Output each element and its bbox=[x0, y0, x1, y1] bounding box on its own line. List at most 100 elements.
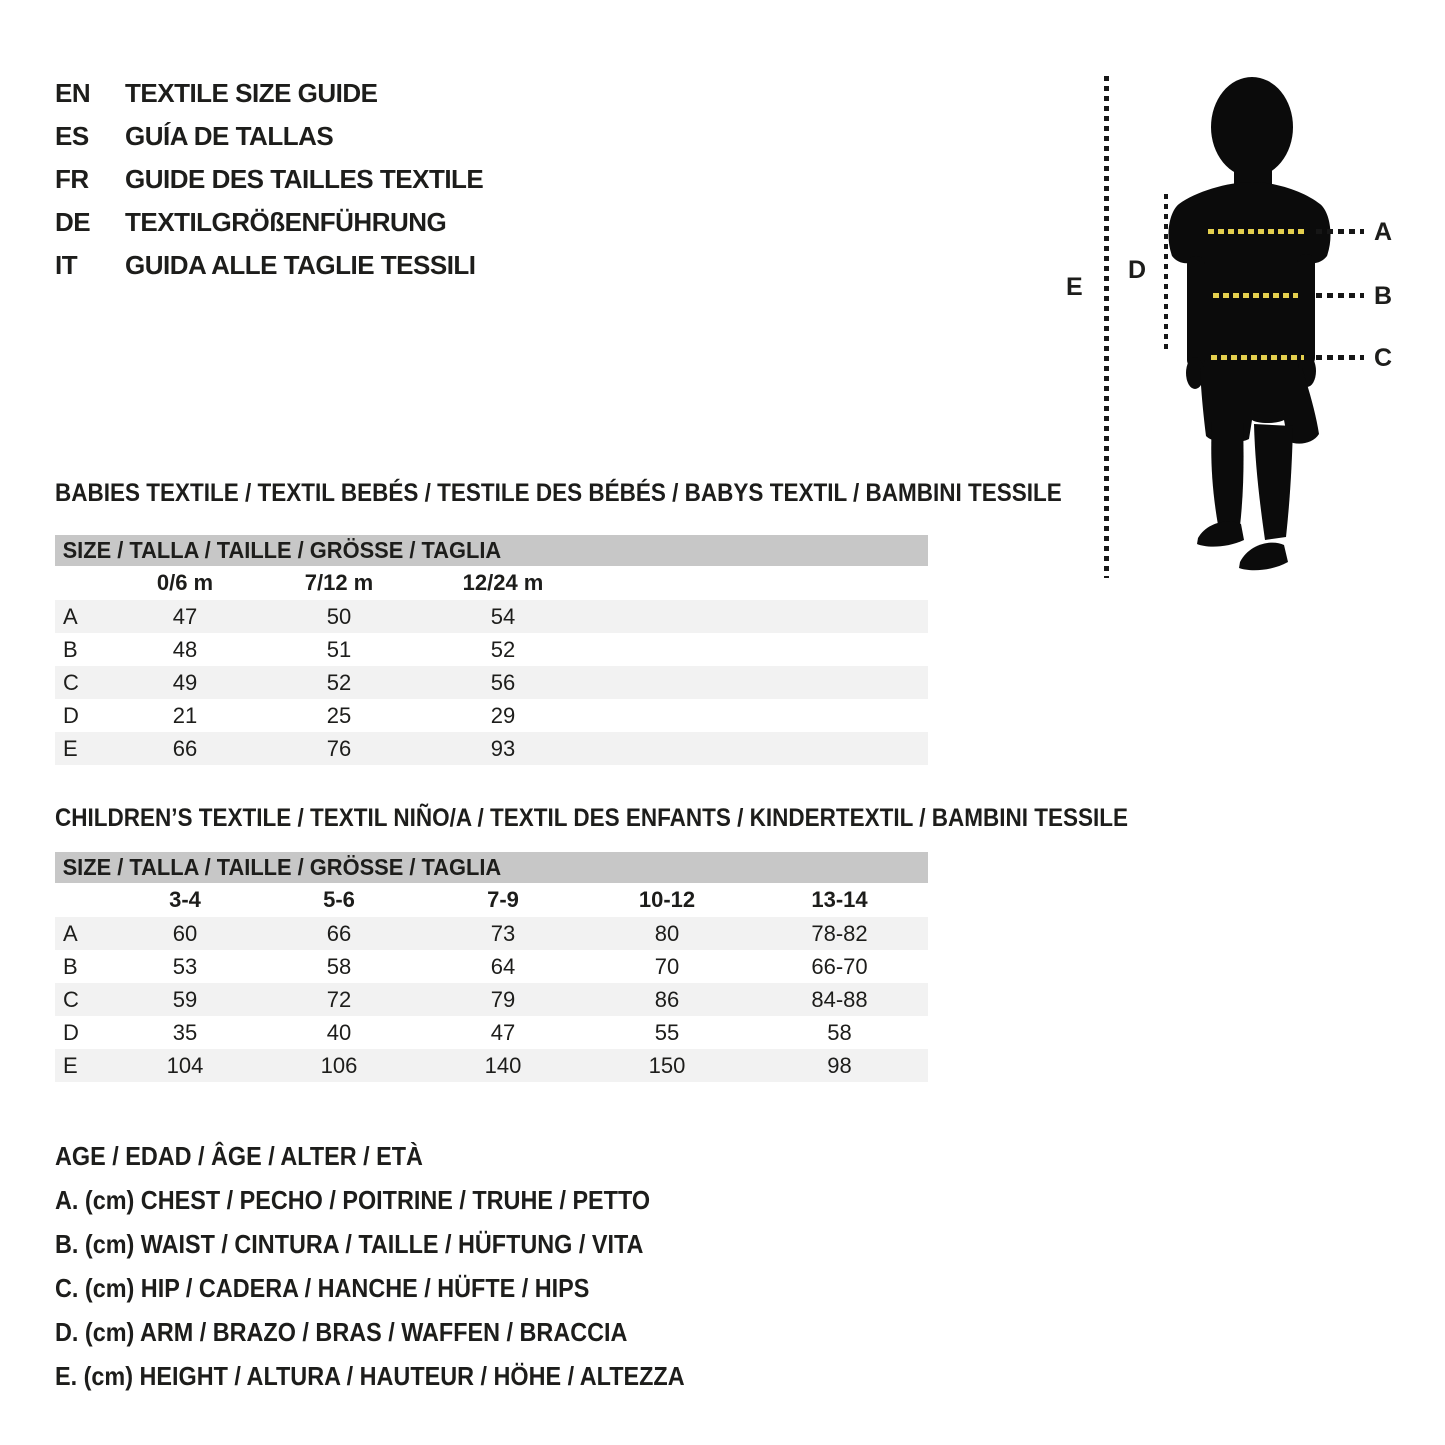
table-cell: 48 bbox=[172, 636, 198, 662]
language-code: IT bbox=[55, 250, 78, 280]
table-cell: 58 bbox=[326, 953, 352, 979]
row-label: E bbox=[55, 732, 115, 765]
language-title: GUIDE DES TAILLES TEXTILE bbox=[125, 164, 484, 194]
table-cell: 51 bbox=[326, 636, 352, 662]
table-cell: 50 bbox=[255, 600, 423, 633]
table-cell: 66-70 bbox=[811, 953, 868, 979]
table-cell: 47 bbox=[115, 600, 255, 633]
language-title: TEXTILE SIZE GUIDE bbox=[125, 78, 378, 108]
child-silhouette-icon bbox=[1168, 77, 1331, 571]
legend-line: B. (cm) WAIST / CINTURA / TAILLE / HÜFTU… bbox=[55, 1228, 644, 1259]
row-label: D bbox=[63, 702, 79, 728]
table-cell: 78-82 bbox=[751, 917, 929, 950]
table-row: E 66 76 93 bbox=[55, 732, 929, 765]
row-label: E bbox=[55, 1049, 115, 1082]
waist-measure-dash-B bbox=[1213, 293, 1298, 298]
table-band-row: SIZE / TALLA / TAILLE / GRÖSSE / TAGLIA bbox=[55, 535, 929, 566]
column-header-row: 3-4 5-6 7-9 10-12 13-14 bbox=[55, 883, 928, 917]
table-cell: 80 bbox=[583, 917, 751, 950]
language-row: ES GUÍA DE TALLAS bbox=[55, 115, 483, 158]
figure-label-b: B bbox=[1374, 282, 1393, 310]
language-row: IT GUIDA ALLE TAGLIE TESSILI bbox=[55, 244, 483, 287]
table-cell: 66 bbox=[115, 732, 255, 765]
table-cell: 70 bbox=[654, 953, 680, 979]
filler-cell bbox=[583, 600, 929, 633]
table-cell: 49 bbox=[115, 666, 255, 699]
arm-measure-line-D bbox=[1164, 194, 1168, 352]
table-cell: 84-88 bbox=[751, 983, 929, 1016]
children-section-title: CHILDREN’S TEXTILE / TEXTIL NIÑO/A / TEX… bbox=[55, 804, 1129, 832]
figure-label-e: E bbox=[1066, 273, 1083, 301]
table-band-row: SIZE / TALLA / TAILLE / GRÖSSE / TAGLIA bbox=[55, 852, 929, 883]
table-cell: 55 bbox=[654, 1019, 680, 1045]
language-code: EN bbox=[55, 78, 91, 108]
table-cell: 140 bbox=[423, 1049, 583, 1082]
table-cell: 76 bbox=[255, 732, 423, 765]
language-title: GUIDA ALLE TAGLIE TESSILI bbox=[125, 250, 476, 280]
chest-connector-line bbox=[1316, 229, 1364, 234]
column-header-row: 0/6 m 7/12 m 12/24 m bbox=[55, 566, 928, 600]
legend-line: E. (cm) HEIGHT / ALTURA / HAUTEUR / HÖHE… bbox=[55, 1360, 685, 1391]
table-row: B 53 58 64 70 66-70 bbox=[55, 950, 928, 983]
figure-label-d: D bbox=[1128, 256, 1147, 284]
row-label-header bbox=[55, 566, 115, 600]
row-label: C bbox=[55, 666, 115, 699]
language-row: FR GUIDE DES TAILLES TEXTILE bbox=[55, 158, 484, 201]
legend-line: D. (cm) ARM / BRAZO / BRAS / WAFFEN / BR… bbox=[55, 1316, 628, 1347]
row-label: A bbox=[55, 600, 115, 633]
column-header: 12/24 m bbox=[462, 570, 544, 595]
table-cell: 98 bbox=[751, 1049, 929, 1082]
language-row: EN TEXTILE SIZE GUIDE bbox=[55, 72, 483, 115]
chest-measure-dash-A bbox=[1208, 229, 1305, 234]
table-cell: 86 bbox=[583, 983, 751, 1016]
table-cell: 72 bbox=[255, 983, 423, 1016]
row-label: B bbox=[63, 953, 78, 979]
table-row: A 60 66 73 80 78-82 bbox=[55, 917, 929, 950]
table-band: SIZE / TALLA / TAILLE / GRÖSSE / TAGLIA bbox=[55, 535, 929, 566]
language-row: DE TEXTILGRÖßENFÜHRUNG bbox=[55, 201, 483, 244]
babies-section-title: BABIES TEXTILE / TEXTIL BEBÉS / TESTILE … bbox=[55, 479, 1062, 507]
children-size-table: SIZE / TALLA / TAILLE / GRÖSSE / TAGLIA 3… bbox=[55, 852, 929, 1082]
table-cell: 58 bbox=[827, 1019, 852, 1045]
hip-measure-dash-C bbox=[1211, 355, 1304, 360]
table-row: C 59 72 79 86 84-88 bbox=[55, 983, 929, 1016]
table-cell: 64 bbox=[490, 953, 516, 979]
table-band-label: SIZE / TALLA / TAILLE / GRÖSSE / TAGLIA bbox=[62, 854, 502, 880]
measurement-legend: AGE / EDAD / ÂGE / ALTER / ETÀ A. (cm) CH… bbox=[55, 1134, 755, 1398]
column-header: 3-4 bbox=[169, 887, 201, 912]
figure-label-c: C bbox=[1374, 344, 1393, 372]
table-cell: 54 bbox=[423, 600, 583, 633]
column-header: 5-6 bbox=[323, 887, 355, 912]
filler-cell bbox=[583, 666, 929, 699]
table-cell: 56 bbox=[423, 666, 583, 699]
table-cell: 53 bbox=[172, 953, 198, 979]
table-band: SIZE / TALLA / TAILLE / GRÖSSE / TAGLIA bbox=[55, 852, 929, 883]
filler-cell bbox=[583, 732, 929, 765]
table-cell: 47 bbox=[490, 1019, 516, 1045]
language-title: GUÍA DE TALLAS bbox=[125, 121, 334, 151]
figure-label-a: A bbox=[1374, 218, 1393, 246]
hip-connector-line bbox=[1316, 355, 1364, 360]
table-row: C 49 52 56 bbox=[55, 666, 929, 699]
filler-cell bbox=[583, 699, 928, 732]
row-label: D bbox=[63, 1019, 79, 1045]
table-cell: 52 bbox=[490, 636, 516, 662]
row-label: B bbox=[63, 636, 78, 662]
table-cell: 93 bbox=[423, 732, 583, 765]
filler-cell bbox=[583, 566, 928, 600]
waist-connector-line bbox=[1316, 293, 1364, 298]
table-cell: 59 bbox=[115, 983, 255, 1016]
row-label: A bbox=[55, 917, 115, 950]
legend-line: A. (cm) CHEST / PECHO / POITRINE / TRUHE… bbox=[55, 1184, 651, 1215]
column-header: 0/6 m bbox=[156, 570, 214, 595]
table-cell: 29 bbox=[490, 702, 516, 728]
table-row: D 21 25 29 bbox=[55, 699, 928, 732]
table-cell: 35 bbox=[172, 1019, 198, 1045]
table-cell: 21 bbox=[172, 702, 198, 728]
table-band-label: SIZE / TALLA / TAILLE / GRÖSSE / TAGLIA bbox=[62, 537, 502, 563]
table-cell: 104 bbox=[115, 1049, 255, 1082]
table-row: B 48 51 52 bbox=[55, 633, 928, 666]
table-cell: 25 bbox=[326, 702, 352, 728]
row-label-header bbox=[55, 883, 115, 917]
